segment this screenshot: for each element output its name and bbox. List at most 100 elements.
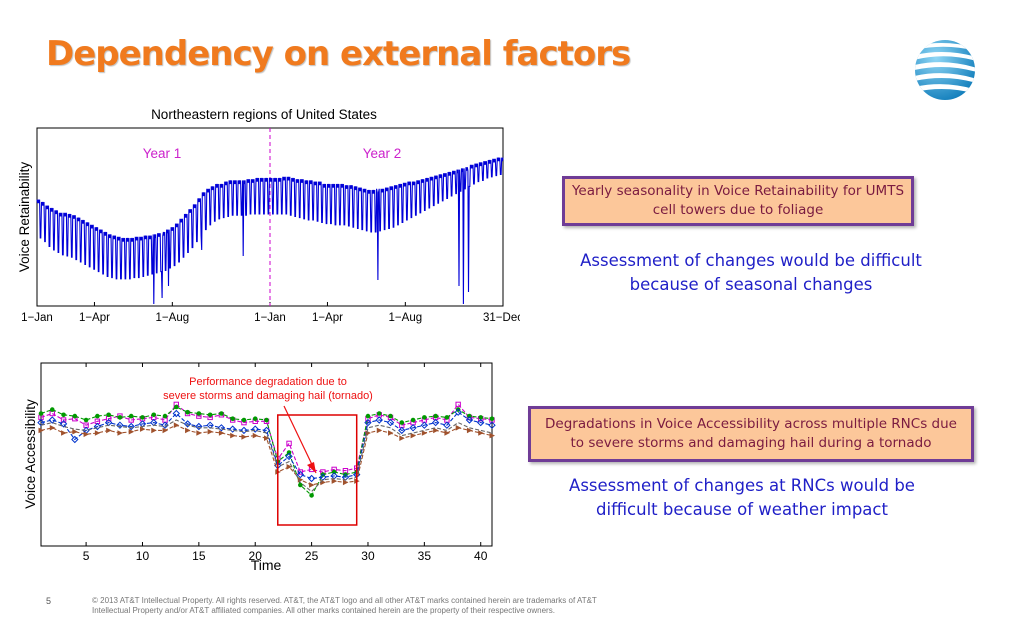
chart2-point [488, 421, 496, 429]
chart2-point [128, 428, 135, 435]
chart2-y-axis-label: Voice Accessibility [23, 399, 38, 509]
chart2-point [49, 425, 56, 431]
chart2-point [309, 482, 315, 488]
slide-title: Dependency on external factors [46, 34, 631, 74]
chart2-point [151, 427, 157, 434]
chart2-series-line [40, 411, 493, 480]
chart1-y-axis-label: Voice Retainability [17, 162, 32, 273]
chart2-point [466, 427, 473, 434]
chart2-x-tick-label: 25 [305, 549, 319, 563]
chart2-x-tick-label: 35 [418, 549, 432, 563]
chart2-point [398, 426, 406, 435]
chart2-point [298, 482, 303, 488]
chart2-point [489, 432, 495, 439]
chart2-point [251, 425, 259, 433]
chart2-point [420, 421, 429, 429]
chart2-point [376, 411, 382, 416]
chart2-point [83, 431, 90, 438]
chart2-point [431, 418, 440, 427]
chart2-plot-area [40, 362, 493, 547]
chart2-point [376, 427, 383, 434]
chart2-x-tick-label: 10 [136, 549, 150, 563]
chart2-point [217, 424, 226, 432]
chart2-point [399, 435, 405, 441]
chart2-point [161, 421, 169, 429]
chart2-point [252, 432, 259, 439]
chart2-point [454, 408, 462, 416]
chart2-point [364, 418, 372, 427]
chart2-point [117, 415, 123, 420]
chart2-point [95, 413, 100, 419]
chart2-point [433, 413, 438, 419]
tornado-annotation-line-1: Performance degradation due to [189, 376, 347, 388]
chart2-point [409, 424, 417, 432]
chart2-point [264, 417, 269, 423]
year-2-label: Year 2 [363, 146, 402, 161]
chart2-point [93, 422, 102, 431]
chart2-point [421, 430, 428, 436]
chart2-point [61, 412, 66, 418]
chart2-point [61, 430, 67, 436]
chart2-point [410, 432, 417, 439]
chart2-point [219, 411, 224, 416]
chart2-point [478, 415, 484, 420]
chart2-point [444, 430, 450, 436]
chart1-x-tick-label: 1−Aug [156, 312, 190, 324]
chart2-point [116, 421, 124, 429]
chart2-point [477, 418, 485, 427]
tornado-callout-box: Degradations in Voice Accessibility acro… [528, 406, 974, 462]
chart2-series-line [40, 419, 493, 493]
chart2-point [331, 478, 338, 484]
chart1-x-tick-label: 31−Dec [483, 312, 520, 324]
chart2-point [309, 493, 314, 498]
chart2-point [331, 469, 337, 475]
chart1-x-tick-label: 1−Aug [389, 312, 423, 324]
tornado-highlight-box [277, 414, 358, 526]
chart1-title: Northeastern regions of United States [151, 107, 377, 122]
chart2-point [375, 416, 383, 424]
chart2-point [422, 415, 427, 420]
chart2-point [185, 409, 190, 415]
chart2-point [60, 417, 67, 423]
chart2-point [59, 420, 68, 428]
chart2-point [151, 412, 157, 418]
chart2-point [38, 427, 44, 434]
chart2-point [128, 413, 134, 419]
chart2-x-tick-label: 5 [83, 549, 90, 563]
chart2-point [172, 409, 181, 418]
chart2-point [241, 417, 247, 423]
chart2-point [72, 413, 78, 419]
chart2-point [240, 426, 248, 435]
chart2-point [94, 430, 101, 436]
chart2-point [365, 413, 371, 419]
chart2-x-tick-label: 20 [249, 549, 263, 563]
chart2-point [307, 474, 316, 483]
chart2-point [48, 416, 56, 424]
chart2-x-tick-label: 15 [192, 549, 206, 563]
chart2-point [183, 420, 192, 428]
chart1-x-tick-label: 1−Jan [254, 312, 286, 324]
chart2-point [174, 404, 179, 410]
chart2-x-tick-label: 40 [474, 549, 488, 563]
chart2-point [38, 411, 44, 416]
chart2-point [478, 430, 484, 436]
chart2-point [218, 430, 225, 436]
chart2-point [196, 411, 202, 416]
chart2-point [465, 416, 474, 424]
chart2-point [127, 422, 135, 431]
chart2-series-group [37, 401, 496, 498]
chart2-x-axis-label: Time [251, 557, 282, 573]
chart2-point [83, 417, 89, 423]
page-number: 5 [46, 596, 52, 606]
chart2-point [162, 413, 168, 419]
year-1-label: Year 1 [143, 146, 182, 161]
chart1-plot-area [36, 127, 504, 307]
chart1-x-tick-label: 1−Apr [312, 312, 343, 324]
chart2-point [140, 415, 145, 420]
chart2-point [49, 407, 55, 412]
chart2-point [185, 427, 191, 434]
chart2-point [207, 428, 214, 435]
chart2-point [286, 464, 293, 470]
chart2-point [207, 412, 213, 418]
chart2-point [230, 432, 236, 439]
